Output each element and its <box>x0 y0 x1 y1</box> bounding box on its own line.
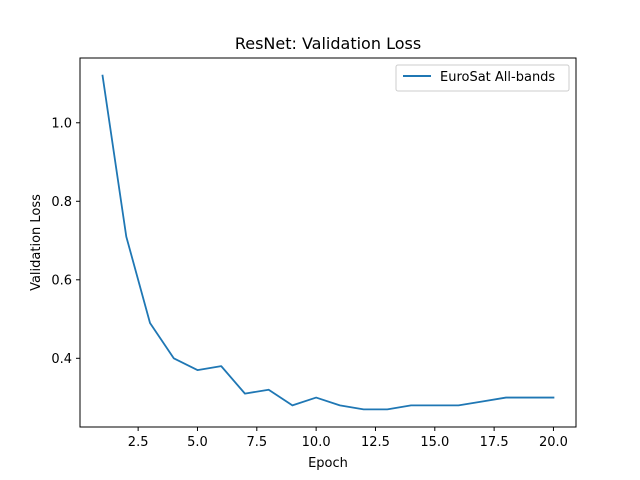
y-axis: 0.4 0.6 0.8 1.0 <box>51 116 80 367</box>
legend: EuroSat All-bands <box>395 64 570 92</box>
x-axis-label: Epoch <box>308 456 348 471</box>
legend-box <box>395 64 570 92</box>
plot-area <box>80 58 576 427</box>
legend-label: EuroSat All-bands <box>440 70 555 85</box>
y-axis-label: Validation Loss <box>29 194 44 291</box>
x-tick-label: 10.0 <box>302 435 331 450</box>
x-tick-label: 17.5 <box>480 435 509 450</box>
plot-frame <box>79 57 577 428</box>
x-axis: 2.5 5.0 7.5 10.0 12.5 15.0 17.5 20.0 <box>128 427 568 450</box>
x-tick-label: 12.5 <box>361 435 390 450</box>
y-tick-label: 0.6 <box>51 273 72 288</box>
y-tick-label: 1.0 <box>51 116 72 131</box>
x-tick-label: 20.0 <box>539 435 568 450</box>
series-layer <box>101 74 555 411</box>
x-tick-label: 5.0 <box>187 435 208 450</box>
chart-title: ResNet: Validation Loss <box>235 34 421 53</box>
y-tick-label: 0.4 <box>51 352 72 367</box>
x-tick-label: 15.0 <box>420 435 449 450</box>
x-tick-label: 2.5 <box>128 435 149 450</box>
series-line <box>101 74 555 411</box>
x-tick-label: 7.5 <box>246 435 267 450</box>
y-tick-label: 0.8 <box>51 195 72 210</box>
